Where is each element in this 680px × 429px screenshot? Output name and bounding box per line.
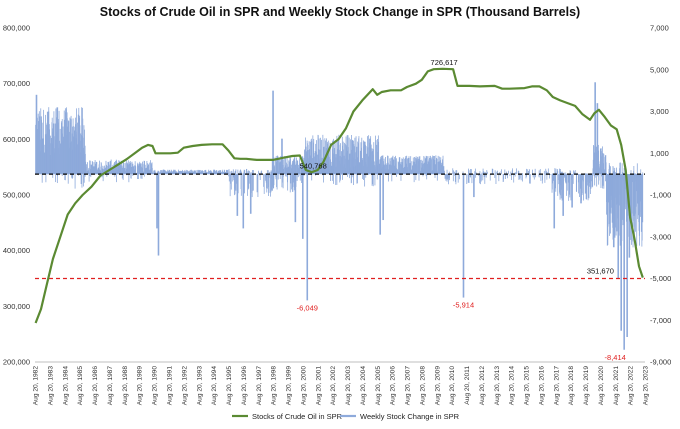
x-tick-label: Aug 20, 2012 xyxy=(479,366,486,406)
right-tick-label: -1,000 xyxy=(650,191,671,200)
x-tick-label: Aug 20, 1997 xyxy=(256,366,263,406)
left-tick-label: 400,000 xyxy=(3,246,30,255)
x-tick-label: Aug 20, 1987 xyxy=(107,366,114,406)
x-tick-label: Aug 20, 1999 xyxy=(286,366,293,406)
x-tick-label: Aug 20, 2022 xyxy=(628,366,635,406)
x-tick-label: Aug 20, 1991 xyxy=(167,366,174,406)
x-tick-label: Aug 20, 2005 xyxy=(375,366,382,406)
x-tick-label: Aug 20, 1996 xyxy=(241,366,248,406)
x-tick-label: Aug 20, 2023 xyxy=(643,366,650,406)
right-tick-label: -7,000 xyxy=(650,316,671,325)
x-tick-label: Aug 20, 2010 xyxy=(449,366,456,406)
x-tick-label: Aug 20, 2001 xyxy=(315,366,322,406)
x-tick-label: Aug 20, 2007 xyxy=(405,366,412,406)
legend-label: Stocks of Crude Oil in SPR xyxy=(252,412,343,421)
x-tick-label: Aug 20, 1994 xyxy=(211,366,218,406)
x-tick-label: Aug 20, 1993 xyxy=(196,366,203,406)
x-tick-label: Aug 20, 2015 xyxy=(524,366,531,406)
right-axis: -9,000 -7,000 -5,000 -3,000 -1,000 1,000 3,000… xyxy=(650,24,671,367)
data-label: -8,414 xyxy=(605,353,626,362)
x-tick-label: Aug 20, 2008 xyxy=(419,366,426,406)
x-tick-label: Aug 20, 1984 xyxy=(62,366,69,406)
data-label: 351,670 xyxy=(587,267,614,276)
x-tick-label: Aug 20, 2014 xyxy=(509,366,516,406)
x-tick-label: Aug 20, 1998 xyxy=(271,366,278,406)
x-tick-label: Aug 20, 1989 xyxy=(137,366,144,406)
x-tick-label: Aug 20, 2003 xyxy=(345,366,352,406)
x-tick-label: Aug 20, 2016 xyxy=(538,366,545,406)
stock-series xyxy=(34,67,644,324)
legend: Stocks of Crude Oil in SPR Weekly Stock C… xyxy=(232,412,460,421)
left-tick-label: 700,000 xyxy=(3,79,30,88)
stock-line-path xyxy=(34,67,644,324)
x-tick-label: Aug 20, 1986 xyxy=(92,366,99,406)
left-axis: 200,000 300,000 400,000 500,000 600,000 700,0… xyxy=(3,24,30,367)
data-label: 726,617 xyxy=(431,58,458,67)
right-tick-label: -9,000 xyxy=(650,358,671,367)
x-tick-label: Aug 20, 2013 xyxy=(494,366,501,406)
left-tick-label: 600,000 xyxy=(3,135,30,144)
x-tick-label: Aug 20, 2021 xyxy=(613,366,620,406)
weekly-change-series xyxy=(35,82,644,350)
chart-title: Stocks of Crude Oil in SPR and Weekly St… xyxy=(100,5,580,19)
x-axis: Aug 20, 1982 Aug 20, 1983 Aug 20, 1984 Aug … xyxy=(33,361,650,406)
right-tick-label: 5,000 xyxy=(650,65,669,74)
x-tick-label: Aug 20, 2020 xyxy=(598,366,605,406)
x-tick-label: Aug 20, 1992 xyxy=(181,366,188,406)
data-label: 540,768 xyxy=(300,161,327,170)
reference-lines xyxy=(35,173,645,280)
left-tick-label: 800,000 xyxy=(3,24,30,33)
right-tick-label: 3,000 xyxy=(650,107,669,116)
x-tick-label: Aug 20, 2017 xyxy=(553,366,560,406)
left-tick-label: 200,000 xyxy=(3,358,30,367)
x-tick-label: Aug 20, 2004 xyxy=(360,366,367,406)
data-label: -5,914 xyxy=(453,301,474,310)
x-tick-label: Aug 20, 2000 xyxy=(300,366,307,406)
x-tick-label: Aug 20, 1982 xyxy=(33,366,40,406)
x-tick-label: Aug 20, 2018 xyxy=(568,366,575,406)
x-tick-label: Aug 20, 1990 xyxy=(152,366,159,406)
left-tick-label: 300,000 xyxy=(3,302,30,311)
left-tick-label: 500,000 xyxy=(3,191,30,200)
annotations: 726,617 540,768 351,670 -6,049 -5,914 -8,414 xyxy=(297,58,626,362)
right-tick-label: 7,000 xyxy=(650,24,669,33)
right-tick-label: -5,000 xyxy=(650,274,671,283)
right-tick-label: -3,000 xyxy=(650,232,671,241)
x-tick-label: Aug 20, 2009 xyxy=(434,366,441,406)
right-tick-label: 1,000 xyxy=(650,149,669,158)
legend-label: Weekly Stock Change in SPR xyxy=(360,412,460,421)
x-tick-label: Aug 20, 2011 xyxy=(464,366,471,405)
x-tick-label: Aug 20, 1983 xyxy=(48,366,55,406)
x-tick-label: Aug 20, 2006 xyxy=(390,366,397,406)
data-label: -6,049 xyxy=(297,303,318,312)
x-tick-label: Aug 20, 2002 xyxy=(330,366,337,406)
x-tick-label: Aug 20, 1985 xyxy=(77,366,84,406)
x-tick-label: Aug 20, 1995 xyxy=(226,366,233,406)
x-tick-label: Aug 20, 1988 xyxy=(122,366,129,406)
x-tick-label: Aug 20, 2019 xyxy=(583,366,590,406)
